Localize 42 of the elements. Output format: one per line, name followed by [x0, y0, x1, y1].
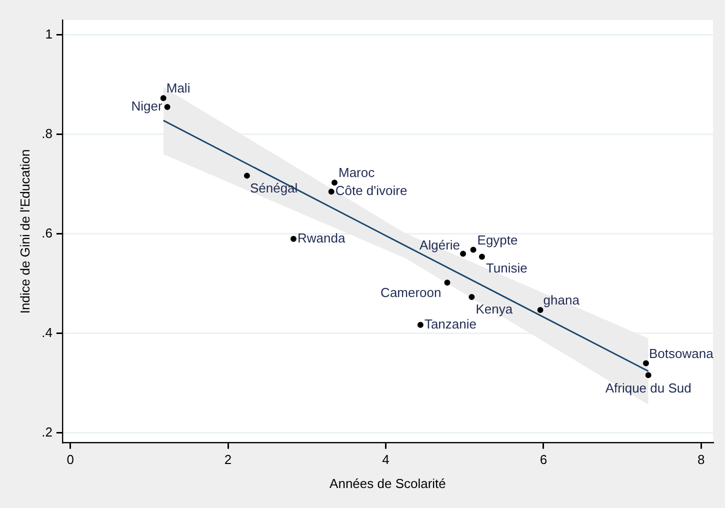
annotation: Tunisie [486, 260, 528, 276]
annotation: Kenya [476, 302, 514, 317]
y-tick-label: .8 [42, 126, 52, 141]
point [290, 236, 296, 242]
annotation: Botsowana [648, 346, 714, 361]
y-tick-label: .4 [42, 324, 52, 340]
y-tick-label: 1 [45, 26, 52, 42]
y-tick-label: .6 [42, 225, 52, 240]
x-tick-label: 2 [224, 452, 232, 468]
point [478, 254, 485, 260]
x-tick-label: 4 [382, 452, 390, 468]
point [417, 322, 424, 328]
point [642, 360, 649, 366]
point [460, 250, 466, 257]
annotation: Côte d'ivoire [335, 183, 408, 198]
point [645, 372, 652, 378]
annotation: Sénégal [250, 180, 298, 196]
annotation: Cameroon [380, 285, 442, 300]
point [244, 172, 250, 179]
x-axis-title: Années de Scolarité [330, 476, 446, 491]
point [164, 104, 170, 110]
annotation: Afrique du Sud [605, 380, 692, 396]
x-tick-label: 6 [540, 452, 548, 468]
annotation: Mali [166, 80, 190, 96]
y-axis-title: Indice de Gini de l'Education [17, 149, 32, 314]
annotation: Rwanda [297, 230, 346, 246]
annotation: Tanzanie [424, 316, 476, 332]
annotation: Niger [131, 98, 163, 114]
point [331, 180, 338, 186]
point [444, 280, 450, 286]
point [468, 294, 475, 300]
annotation: Egypte [477, 232, 518, 248]
y-tick-label: .2 [42, 424, 52, 440]
annotation: Maroc [338, 165, 376, 180]
point [470, 246, 476, 253]
point [537, 306, 544, 313]
x-tick-label: 8 [698, 452, 705, 468]
point [328, 188, 334, 195]
x-tick-label: 0 [66, 452, 74, 468]
annotation: Algérie [420, 237, 460, 252]
point [160, 95, 166, 102]
annotation: ghana [543, 292, 580, 308]
